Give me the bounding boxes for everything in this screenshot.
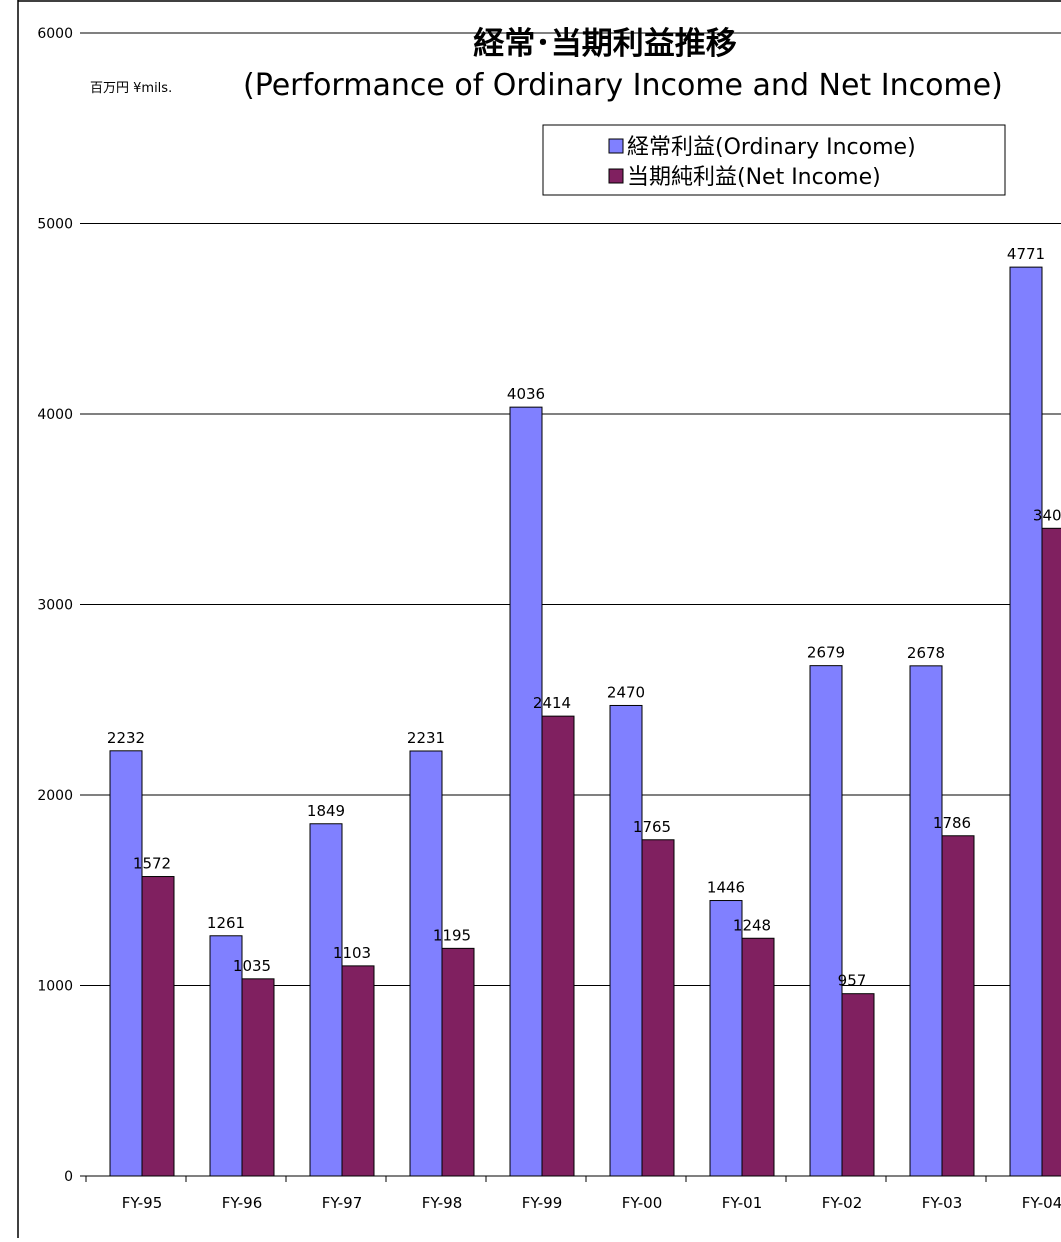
- bar-ordinary-income-fy-00: [609, 704, 643, 1177]
- legend-swatch-ordinary-income: [608, 138, 624, 154]
- data-label: 1195: [433, 926, 471, 944]
- bar-ordinary-income-fy-02: [809, 665, 843, 1177]
- x-tick-label: FY-99: [522, 1194, 563, 1212]
- data-label: 1786: [933, 814, 971, 832]
- bars: [109, 266, 1061, 1177]
- bar-ordinary-income-fy-01: [709, 900, 743, 1177]
- bar-net-income-fy-00: [641, 839, 675, 1177]
- legend: 経常利益(Ordinary Income) 当期純利益(Net Income): [542, 124, 1006, 196]
- y-tick-label: 0: [64, 1169, 73, 1185]
- data-labels: 2232 1572 1261 1035 1849 1103 2231 1195 4036 2414…: [107, 245, 1061, 990]
- data-label: 1849: [307, 802, 345, 820]
- y-tick-label: 4000: [37, 407, 73, 423]
- legend-label-net-income: 当期純利益(Net Income): [627, 165, 881, 190]
- data-label: 1765: [633, 818, 671, 836]
- x-tick-label: FY-01: [722, 1194, 763, 1212]
- data-label: 3400: [1033, 506, 1061, 524]
- bar-net-income-fy-97: [341, 965, 375, 1177]
- data-label: 1261: [207, 914, 245, 932]
- x-tick-label: FY-00: [622, 1194, 663, 1212]
- bar-net-income-fy-02: [841, 993, 875, 1177]
- x-tick-label: FY-03: [922, 1194, 963, 1212]
- y-tick-label: 6000: [37, 26, 73, 42]
- x-tick-label: FY-02: [822, 1194, 863, 1212]
- x-tick-label: FY-04: [1022, 1194, 1061, 1212]
- data-label: 1103: [333, 944, 371, 962]
- data-label: 1035: [233, 957, 271, 975]
- bar-ordinary-income-fy-99: [509, 406, 543, 1177]
- data-label: 2414: [533, 694, 571, 712]
- data-label: 2232: [107, 729, 145, 747]
- x-tick-labels: FY-95 FY-96 FY-97 FY-98 FY-99 FY-00 FY-01 FY-02…: [122, 1194, 1061, 1212]
- bar-net-income-fy-98: [441, 947, 475, 1177]
- legend-swatch-net-income: [608, 168, 624, 184]
- chart-title: 経常･当期利益推移: [473, 26, 737, 62]
- bar-ordinary-income-fy-04: [1009, 266, 1043, 1177]
- bar-ordinary-income-fy-98: [409, 750, 443, 1177]
- data-label: 2679: [807, 644, 845, 662]
- bar-net-income-fy-01: [741, 937, 775, 1177]
- y-tick-label: 3000: [37, 598, 73, 614]
- data-label: 1446: [707, 879, 745, 897]
- bar-ordinary-income-fy-97: [309, 823, 343, 1177]
- bar-net-income-fy-95: [141, 876, 175, 1177]
- data-label: 1572: [133, 855, 171, 873]
- data-label: 2678: [907, 644, 945, 662]
- bar-net-income-fy-04: [1041, 527, 1061, 1177]
- data-label: 957: [838, 972, 867, 990]
- data-label: 1248: [733, 916, 771, 934]
- bar-ordinary-income-fy-96: [209, 935, 243, 1177]
- x-tick-label: FY-98: [422, 1194, 463, 1212]
- x-tick-label: FY-97: [322, 1194, 363, 1212]
- legend-label-ordinary-income: 経常利益(Ordinary Income): [627, 135, 916, 160]
- unit-label: 百万円 ¥mils.: [90, 81, 172, 96]
- data-label: 4771: [1007, 245, 1045, 263]
- bar-net-income-fy-99: [541, 715, 575, 1177]
- y-tick-label: 2000: [37, 788, 73, 804]
- chart-subtitle: (Performance of Ordinary Income and Net …: [243, 68, 1003, 103]
- data-label: 2470: [607, 683, 645, 701]
- y-tick-label: 5000: [37, 217, 73, 233]
- bar-net-income-fy-96: [241, 978, 275, 1177]
- x-tick-label: FY-95: [122, 1194, 163, 1212]
- data-label: 2231: [407, 729, 445, 747]
- x-tick-label: FY-96: [222, 1194, 263, 1212]
- y-tick-label: 1000: [37, 979, 73, 995]
- bar-ordinary-income-fy-95: [109, 750, 143, 1177]
- y-tick-labels: 0 1000 2000 3000 4000 5000 6000: [37, 26, 73, 1185]
- bar-ordinary-income-fy-03: [909, 665, 943, 1177]
- data-label: 4036: [507, 385, 545, 403]
- bar-net-income-fy-03: [941, 835, 975, 1177]
